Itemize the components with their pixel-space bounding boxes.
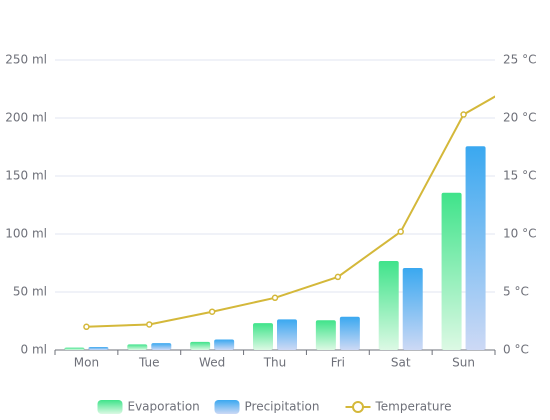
bar xyxy=(277,319,297,350)
y-tick-label: 100 ml xyxy=(5,227,47,241)
x-tick-label: Mon xyxy=(74,356,99,370)
bar xyxy=(151,343,172,350)
bar xyxy=(315,320,336,350)
y-tick-label: 50 ml xyxy=(13,285,47,299)
line xyxy=(86,95,495,328)
bar xyxy=(378,261,399,350)
line-group xyxy=(83,76,529,331)
bar xyxy=(190,341,211,350)
x-tick-label: Tue xyxy=(138,356,160,370)
legend-label[interactable]: Precipitation xyxy=(245,400,320,414)
point xyxy=(460,111,467,118)
legend-label[interactable]: Temperature xyxy=(375,400,452,414)
y-tick-label: 150 ml xyxy=(5,169,47,183)
y2-tick-label: 5 °C xyxy=(503,285,529,299)
x-tick-label: Fri xyxy=(331,356,345,370)
point xyxy=(271,294,279,302)
x-tick-label: Sun xyxy=(452,356,475,370)
bar xyxy=(64,347,85,350)
y2-tick-label: 10 °C xyxy=(503,227,536,241)
x-tick-label: Thu xyxy=(263,356,287,370)
point xyxy=(334,273,342,281)
legend-item[interactable]: Temperature xyxy=(345,400,452,414)
legend-swatch[interactable] xyxy=(97,400,123,414)
point xyxy=(524,76,529,81)
legend-item[interactable]: Precipitation xyxy=(214,400,320,415)
y-tick-label: 250 ml xyxy=(5,53,47,67)
point xyxy=(397,228,404,235)
y2-tick-label: 15 °C xyxy=(503,169,536,183)
bar xyxy=(253,323,273,350)
bar xyxy=(441,192,462,350)
x-tick-label: Wed xyxy=(199,356,225,370)
point xyxy=(83,323,90,331)
bar xyxy=(402,267,423,350)
legend-swatch[interactable] xyxy=(352,401,364,413)
bar xyxy=(127,344,148,350)
y-tick-label: 200 ml xyxy=(5,111,47,125)
y-tick-label: 0 ml xyxy=(21,343,47,357)
bar xyxy=(88,346,109,350)
y2-tick-label: 25 °C xyxy=(503,53,536,67)
x-tick-label: Sat xyxy=(391,356,411,370)
bar xyxy=(214,339,235,350)
point xyxy=(208,308,216,315)
point xyxy=(146,321,153,328)
legend-swatch[interactable] xyxy=(214,400,240,414)
bar xyxy=(339,316,360,350)
legend-label[interactable]: Evaporation xyxy=(128,400,200,414)
legend-item[interactable]: Evaporation xyxy=(97,400,200,415)
bar xyxy=(465,146,486,350)
y2-tick-label: 20 °C xyxy=(503,111,536,125)
y2-tick-label: 0 °C xyxy=(503,343,529,357)
